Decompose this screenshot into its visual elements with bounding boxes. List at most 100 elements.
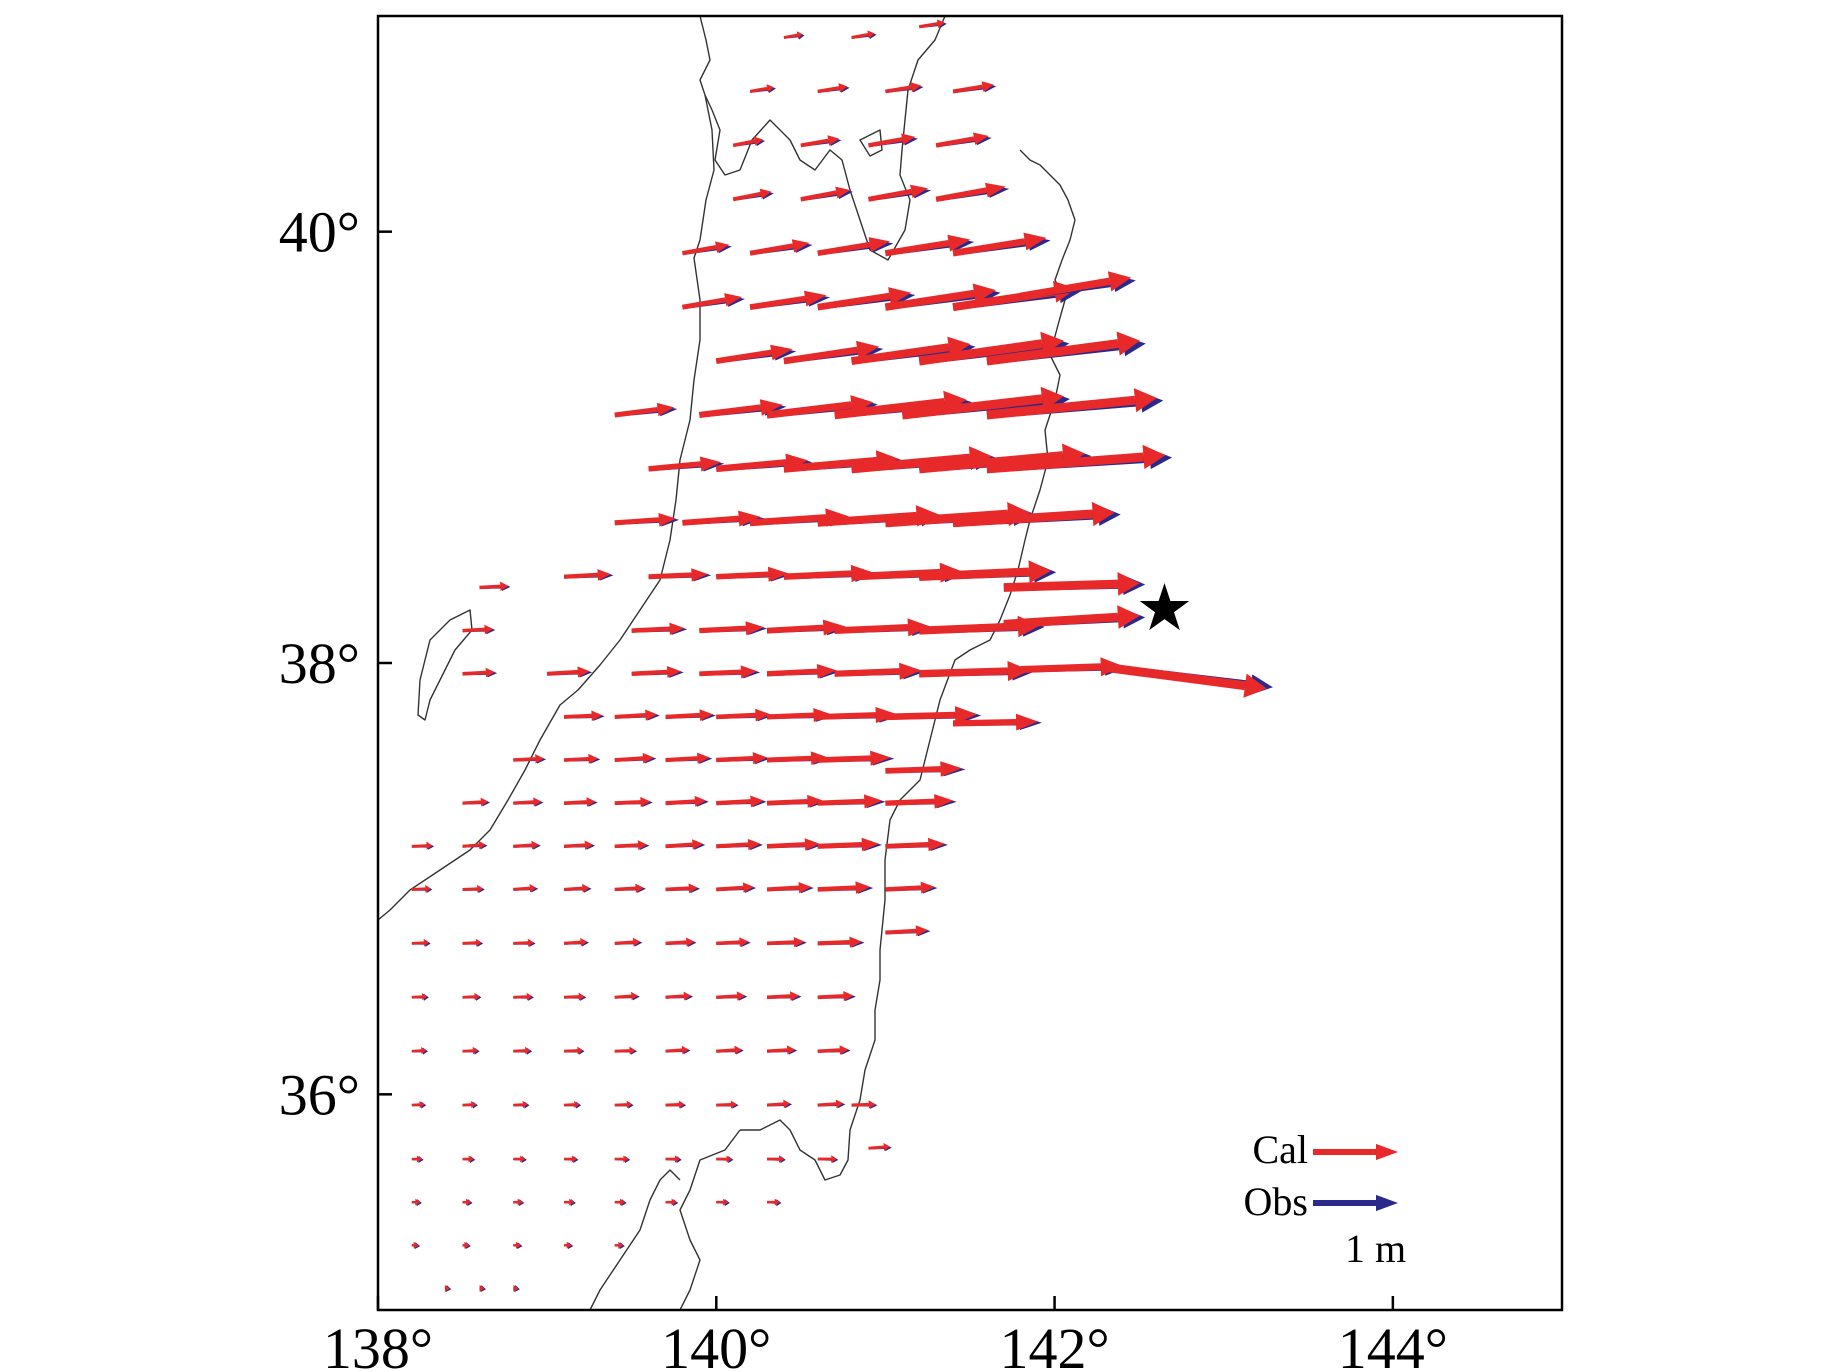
cal-vector <box>716 937 749 947</box>
cal-vector-shaft <box>884 240 950 257</box>
cal-vector-shaft <box>817 841 862 849</box>
cal-vector <box>918 19 945 29</box>
cal-vector <box>411 992 428 1001</box>
cal-vector <box>885 794 954 809</box>
cal-vector <box>682 510 761 527</box>
cal-vector-shaft <box>919 567 1030 581</box>
cal-vector <box>614 937 641 947</box>
cal-vector-head <box>888 287 912 305</box>
cal-vector <box>952 232 1047 257</box>
cal-vector <box>800 135 840 148</box>
cal-vector <box>884 234 971 257</box>
cal-vector-shaft <box>800 138 829 148</box>
cal-vector-shaft <box>766 1048 788 1053</box>
cal-vector <box>716 1155 732 1163</box>
cal-vector-shaft <box>766 940 795 946</box>
cal-vector <box>614 840 648 850</box>
cal-vector-head <box>798 881 812 894</box>
cal-vector <box>766 838 820 851</box>
cal-vector-shaft <box>665 799 696 806</box>
cal-vector-shaft <box>885 711 956 721</box>
cal-vector <box>749 239 810 256</box>
cal-vector-head <box>477 884 483 893</box>
cal-vector <box>935 182 1006 203</box>
cal-vector <box>919 560 1052 584</box>
cal-vector <box>716 1198 729 1206</box>
cal-vector-head <box>470 1100 477 1109</box>
cal-vector-shaft <box>1020 277 1111 301</box>
cal-vector <box>462 1155 474 1163</box>
cal-vector-shaft <box>766 755 812 763</box>
cal-vector-head <box>831 1155 837 1163</box>
cal-vector <box>665 991 692 1001</box>
cal-vector <box>749 290 827 311</box>
cal-vector-head <box>835 1099 844 1109</box>
cal-vector-head <box>1015 713 1039 731</box>
cal-vector-head <box>726 1155 732 1163</box>
cal-vector-shaft <box>716 755 754 763</box>
cal-vector-head <box>620 1198 625 1206</box>
cal-vector-shaft <box>479 584 501 590</box>
cal-vector-head <box>531 840 539 850</box>
cal-vector-shaft <box>462 887 478 891</box>
cal-vector <box>411 1046 427 1055</box>
cal-vector <box>564 1198 575 1206</box>
cal-vector-shaft <box>817 885 856 892</box>
cal-vector-head <box>973 132 989 145</box>
cal-vector-shaft <box>817 994 844 1000</box>
cal-vector <box>665 795 707 807</box>
cal-vector <box>986 331 1140 366</box>
cal-vector <box>766 1045 796 1055</box>
cal-vector-head <box>513 1284 519 1292</box>
cal-vector-head <box>868 1100 876 1109</box>
cal-vector-head <box>468 1155 474 1163</box>
y-axis: 36° 38° 40° <box>279 200 392 1127</box>
cal-vector-head <box>474 992 480 1001</box>
cal-vector-shaft <box>749 86 768 94</box>
cal-vector-head <box>750 795 764 808</box>
cal-vector-head <box>839 1045 849 1055</box>
cal-vector <box>817 1099 844 1109</box>
cal-vector-head <box>927 837 945 852</box>
cal-vector-head <box>864 794 883 809</box>
cal-vector-head <box>1133 388 1157 413</box>
cal-vector-shaft <box>834 397 946 420</box>
cal-vector-shaft <box>817 755 871 763</box>
cal-vector-shaft <box>563 756 589 762</box>
cal-vector-shaft <box>834 668 900 677</box>
cal-vector-head <box>1007 660 1030 682</box>
cal-vector <box>698 399 783 419</box>
cal-vector-head <box>838 83 848 93</box>
cal-vector-head <box>1243 673 1267 698</box>
cal-vector-shaft <box>935 187 987 203</box>
cal-vector <box>462 1100 477 1109</box>
cal-vector-head <box>796 31 803 40</box>
cal-vector-head <box>629 1046 636 1055</box>
cal-vector <box>563 937 588 947</box>
cal-vector <box>868 184 929 202</box>
cal-vector-head <box>742 882 754 893</box>
cal-vector-shaft <box>885 885 922 892</box>
cal-vector-head <box>759 188 772 200</box>
cal-vector-shaft <box>462 670 486 676</box>
cal-vector-head <box>910 184 929 198</box>
cal-vector-head <box>870 750 891 766</box>
cal-vector <box>699 621 764 636</box>
cal-vector-shaft <box>817 798 865 806</box>
cal-vector-shaft <box>715 349 772 364</box>
cal-vector-shaft <box>817 86 840 94</box>
cal-vector <box>665 709 714 721</box>
cal-vector-head <box>1117 572 1140 596</box>
cal-vector-shaft <box>834 624 909 635</box>
cal-vector-shaft <box>800 190 837 202</box>
cal-vector <box>1104 662 1267 698</box>
cal-vector-shaft <box>513 886 530 892</box>
cal-vector <box>513 754 544 764</box>
cal-vector-head <box>793 936 805 948</box>
cal-vector <box>665 1045 689 1055</box>
cal-vector-shaft <box>614 1103 627 1107</box>
cal-vector-head <box>444 1284 450 1292</box>
cal-vector-head <box>686 937 695 947</box>
cal-vector-shaft <box>868 1145 884 1150</box>
